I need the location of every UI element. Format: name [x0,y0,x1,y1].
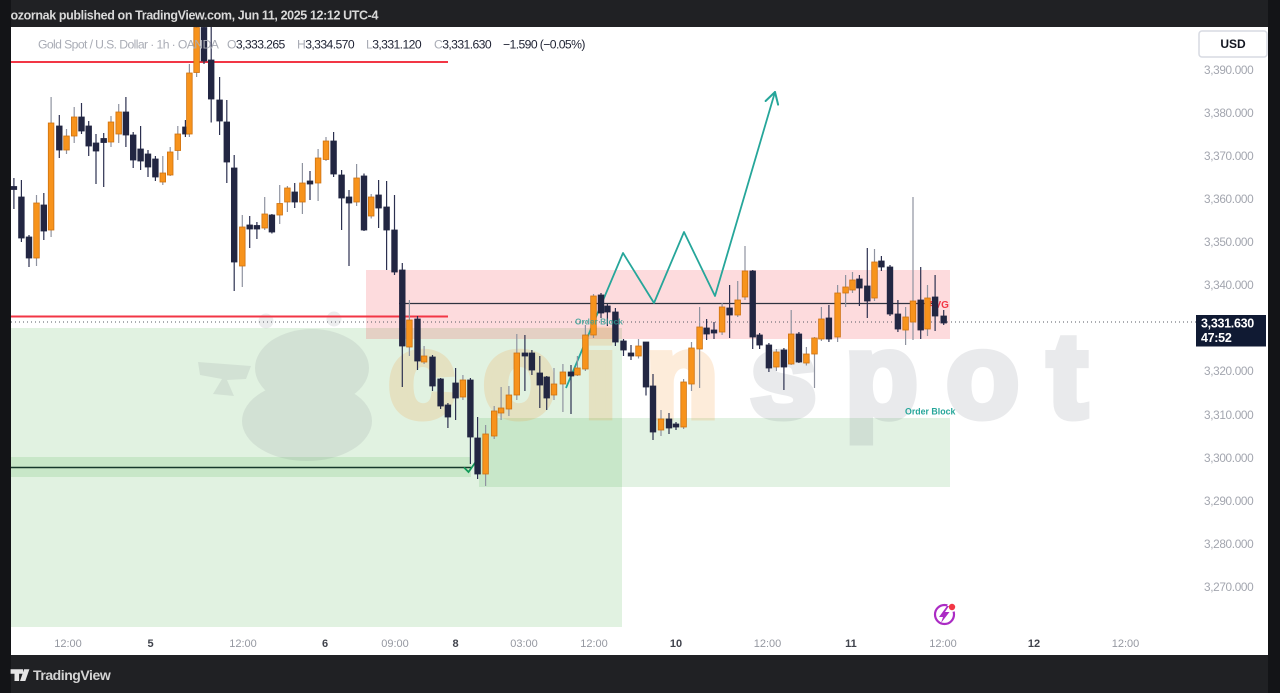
svg-text:12:00: 12:00 [54,638,82,650]
svg-text:USD: USD [1220,37,1246,51]
svg-text:5: 5 [147,638,153,650]
svg-text:spot: spot [750,309,1115,443]
svg-text:12:00: 12:00 [929,638,957,650]
svg-text:09:00: 09:00 [381,638,409,650]
svg-text:8: 8 [452,638,458,650]
svg-text:Order Block: Order Block [905,407,955,417]
svg-text:12:00: 12:00 [1112,638,1140,650]
svg-text:Order Block: Order Block [575,317,623,327]
svg-text:3,360.000: 3,360.000 [1204,192,1254,206]
svg-text:3,340.000: 3,340.000 [1204,278,1254,292]
svg-text:AVG: AVG [928,300,949,311]
svg-text:03:00: 03:00 [510,638,538,650]
svg-text:3,290.000: 3,290.000 [1204,494,1254,508]
svg-text:3,310.000: 3,310.000 [1204,408,1254,422]
svg-text:12: 12 [1028,638,1040,650]
svg-text:10: 10 [670,638,682,650]
svg-text:3,331.630: 3,331.630 [1201,317,1254,331]
svg-text:12:00: 12:00 [580,638,608,650]
svg-text:47:52: 47:52 [1201,331,1232,345]
svg-text:3,300.000: 3,300.000 [1204,451,1254,465]
svg-text:ozornak published on TradingVi: ozornak published on TradingView.com, Ju… [11,9,379,23]
svg-text:3,280.000: 3,280.000 [1204,537,1254,551]
svg-text:3,270.000: 3,270.000 [1204,580,1254,594]
svg-text:TradingView: TradingView [33,667,111,683]
svg-text:3,370.000: 3,370.000 [1204,149,1254,163]
svg-text:11: 11 [845,638,857,650]
svg-text:12:00: 12:00 [229,638,257,650]
svg-text:3,350.000: 3,350.000 [1204,235,1254,249]
svg-text:12:00: 12:00 [754,638,782,650]
svg-text:Gold Spot / U.S. Dollar · 1h ·: Gold Spot / U.S. Dollar · 1h · OANDA O3,3… [38,38,585,52]
svg-text:3,390.000: 3,390.000 [1204,63,1254,77]
svg-text:3,320.000: 3,320.000 [1204,364,1254,378]
svg-text:3,380.000: 3,380.000 [1204,106,1254,120]
svg-text:6: 6 [322,638,328,650]
